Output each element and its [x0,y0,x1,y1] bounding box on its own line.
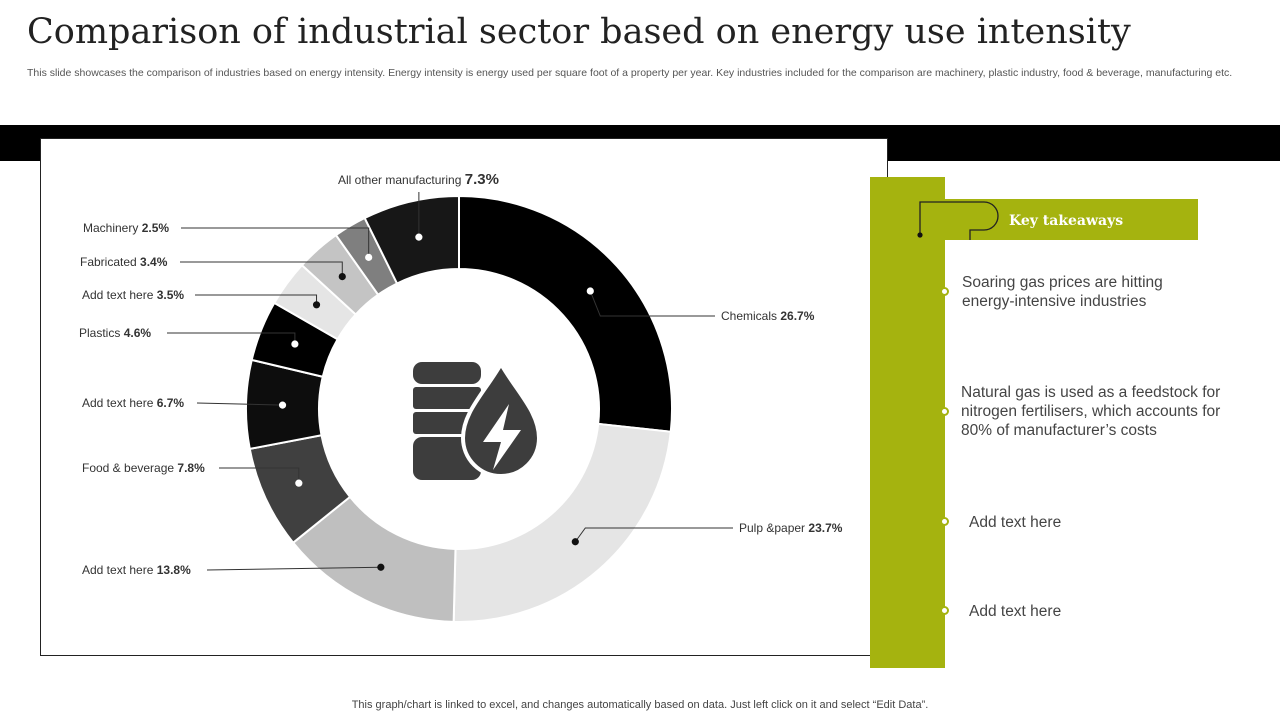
page-title: Comparison of industrial sector based on… [27,12,1131,52]
slice-label-value: 26.7% [780,309,814,323]
leader-dot-1 [586,287,594,295]
takeaway-bullet-icon [940,517,949,526]
slice-label-value: 3.4% [140,255,168,269]
leader-dot-10 [415,233,423,241]
labels-layer: Chemicals 26.7% Pulp &paper 23.7% Add text… [79,171,843,577]
slice-label-5: Add text here 6.7% [82,396,184,410]
leader-dot-9 [365,253,373,261]
leader-dot-2 [571,538,579,546]
slice-label-6: Plastics 4.6% [79,326,151,340]
slice-label-name: Machinery [83,221,142,235]
takeaway-item-2: Natural gas is used as a feedstock for n… [961,384,1221,439]
slice-label-name: Add text here [82,396,157,410]
slice-label-10: All other manufacturing 7.3% [338,171,499,188]
leader-dot-6 [291,340,299,348]
leader-line-4 [219,467,300,484]
slice-label-name: Food & beverage [82,461,177,475]
takeaways-header [945,199,1198,240]
slice-label-7: Add text here 3.5% [82,288,184,302]
slice-label-name: Pulp &paper [739,521,808,535]
takeaways-accent-bar [870,177,945,668]
donut-chart[interactable]: Chemicals 26.7% Pulp &paper 23.7% Add text… [41,139,887,655]
slice-label-4: Food & beverage 7.8% [82,461,205,475]
slice-label-name: Chemicals [721,309,780,323]
takeaway-item-1: Soaring gas prices are hitting energy-in… [962,274,1163,310]
header-bracket-icon [917,201,999,240]
leaders-layer [167,192,733,571]
slice-label-name: Add text here [82,288,157,302]
takeaway-bullet-icon [940,287,949,296]
donut-slice-1[interactable] [458,194,673,433]
leader-dot-5 [278,401,287,409]
slice-label-8: Fabricated 3.4% [80,255,168,269]
takeaway-item-4: Add text here [969,603,1062,620]
leader-dot-3 [377,563,385,571]
leader-line-6 [167,332,296,345]
takeaway-bullet-icon [940,606,949,615]
leader-dot-7 [312,301,321,309]
slice-label-value: 7.8% [177,461,205,475]
slice-label-3: Add text here 13.8% [82,563,191,577]
takeaway-item-3: Add text here [969,514,1062,531]
slice-label-value: 2.5% [142,221,170,235]
footer-note: This graph/chart is linked to excel, and… [351,699,929,711]
slice-label-name: Fabricated [80,255,140,269]
slice-label-value: 4.6% [124,326,152,340]
slice-label-value: 23.7% [808,521,842,535]
leader-line-3 [206,566,381,571]
slice-label-2: Pulp &paper 23.7% [739,521,843,535]
leader-line-5 [196,402,283,406]
donut-slice-2[interactable] [452,422,672,623]
slice-label-name: All other manufacturing [338,173,465,187]
leader-dot-4 [295,479,303,487]
leader-dot-8 [338,273,346,281]
slice-label-name: Plastics [79,326,124,340]
database-energy-drop-icon [413,359,542,480]
takeaway-bullet-icon [940,407,949,416]
leader-line-1 [589,290,715,317]
slices-layer [245,194,673,623]
slice-label-name: Add text here [82,563,157,577]
chart-panel: Chemicals 26.7% Pulp &paper 23.7% Add text… [40,138,888,656]
leader-line-8 [180,261,343,277]
slice-label-value: 3.5% [157,288,185,302]
takeaways-title: Key takeaways [1009,213,1124,229]
slice-label-9: Machinery 2.5% [83,221,169,235]
slice-label-value: 7.3% [465,171,499,188]
slice-label-value: 6.7% [157,396,185,410]
donut-slice-10[interactable] [363,194,460,285]
page-subtitle: This slide showcases the comparison of i… [27,67,1233,79]
slice-label-1: Chemicals 26.7% [721,309,815,323]
leader-line-9 [181,227,370,258]
leader-line-2 [574,527,733,543]
slice-label-value: 13.8% [157,563,191,577]
